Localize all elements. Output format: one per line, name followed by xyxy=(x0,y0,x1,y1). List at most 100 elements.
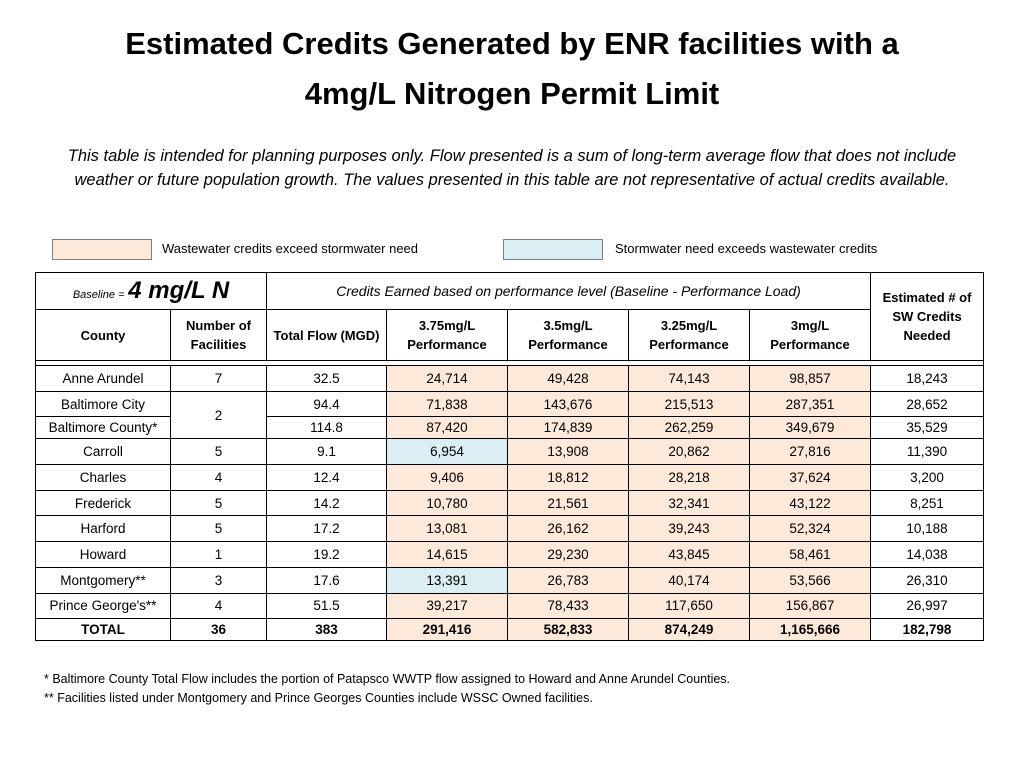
group-header: Credits Earned based on performance leve… xyxy=(265,272,872,310)
credits: 87,420 xyxy=(386,416,508,440)
needed: 18,243 xyxy=(870,365,985,392)
credits: 37,624 xyxy=(748,464,872,491)
credits: 58,461 xyxy=(748,541,872,568)
needed: 35,529 xyxy=(870,416,985,440)
needed: 8,251 xyxy=(870,489,985,517)
needed: 26,997 xyxy=(870,592,985,620)
credits: 71,838 xyxy=(386,390,508,418)
credits: 53,566 xyxy=(748,566,872,594)
facilities: 5 xyxy=(170,489,267,517)
legend-swatch xyxy=(52,239,152,260)
credits: 13,908 xyxy=(507,438,629,466)
facilities: 5 xyxy=(170,438,267,466)
legend-label: Wastewater credits exceed stormwater nee… xyxy=(162,241,419,256)
credits: 24,714 xyxy=(386,365,508,392)
credits: 117,650 xyxy=(628,592,750,620)
table-row: Prince George's** 4 51.5 39,217 78,433 117,65… xyxy=(35,592,985,620)
credits: 74,143 xyxy=(628,365,750,392)
needed: 26,310 xyxy=(870,566,985,594)
credits: 582,833 xyxy=(507,618,629,642)
credits: 13,391 xyxy=(386,566,508,594)
flow: 9.1 xyxy=(266,438,387,466)
table-row: Charles 4 12.4 9,406 18,812 28,218 37,624 3,200 xyxy=(35,464,985,491)
facilities: 5 xyxy=(170,515,267,543)
credits: 28,218 xyxy=(628,464,750,491)
baseline-value: 4 mg/L N xyxy=(128,277,230,304)
credits: 29,230 xyxy=(507,541,629,568)
county: Harford xyxy=(35,515,171,543)
needed: 14,038 xyxy=(870,541,985,568)
credits: 43,122 xyxy=(748,489,872,517)
credits: 26,162 xyxy=(507,515,629,543)
baseline-label: Baseline = xyxy=(72,289,125,301)
credits: 39,217 xyxy=(386,592,508,620)
baseline-cell: Baseline = 4 mg/L N xyxy=(35,272,267,310)
credits: 291,416 xyxy=(386,618,508,642)
needed: 182,798 xyxy=(870,618,985,642)
facilities: 2 xyxy=(170,390,267,440)
table-row: TOTAL 36 383 291,416 582,833 874,249 1,165,666… xyxy=(35,618,985,642)
table-row: Harford 5 17.2 13,081 26,162 39,243 52,324 10,1… xyxy=(35,515,985,543)
flow: 114.8 xyxy=(266,416,387,440)
column-header: 3.5mg/L Performance xyxy=(507,309,629,361)
county: Baltimore County* xyxy=(35,416,171,440)
credits: 14,615 xyxy=(386,541,508,568)
column-header: County xyxy=(35,309,171,361)
county: Montgomery** xyxy=(35,566,171,594)
table-row: Baltimore County* 114.8 87,420 174,839 262,2… xyxy=(35,416,985,440)
credits: 21,561 xyxy=(507,489,629,517)
flow: 14.2 xyxy=(266,489,387,517)
column-header: 3mg/L Performance xyxy=(748,309,872,361)
needed: 28,652 xyxy=(870,390,985,418)
column-header: 3.25mg/L Performance xyxy=(628,309,750,361)
credits: 156,867 xyxy=(748,592,872,620)
facilities: 36 xyxy=(170,618,267,642)
facilities: 4 xyxy=(170,464,267,491)
credits: 874,249 xyxy=(628,618,750,642)
credits: 262,259 xyxy=(628,416,750,440)
credits: 52,324 xyxy=(748,515,872,543)
needed: 10,188 xyxy=(870,515,985,543)
credits: 143,676 xyxy=(507,390,629,418)
credits: 43,845 xyxy=(628,541,750,568)
county: Anne Arundel xyxy=(35,365,171,392)
credits: 174,839 xyxy=(507,416,629,440)
credits: 26,783 xyxy=(507,566,629,594)
credits: 6,954 xyxy=(386,438,508,466)
credits: 10,780 xyxy=(386,489,508,517)
county: Baltimore City xyxy=(35,390,171,418)
credits: 215,513 xyxy=(628,390,750,418)
table-row: Baltimore City 2 94.4 71,838 143,676 215,513 2… xyxy=(35,390,985,440)
legend-swatch xyxy=(503,239,603,260)
table-row: Howard 1 19.2 14,615 29,230 43,845 58,461 14,03… xyxy=(35,541,985,568)
flow: 51.5 xyxy=(266,592,387,620)
flow: 94.4 xyxy=(266,390,387,418)
credits: 49,428 xyxy=(507,365,629,392)
credits: 20,862 xyxy=(628,438,750,466)
flow: 12.4 xyxy=(266,464,387,491)
credits: 27,816 xyxy=(748,438,872,466)
facilities: 7 xyxy=(170,365,267,392)
flow: 17.2 xyxy=(266,515,387,543)
facilities: 4 xyxy=(170,592,267,620)
credits: 98,857 xyxy=(748,365,872,392)
table-row: Frederick 5 14.2 10,780 21,561 32,341 43,122 8,… xyxy=(35,489,985,517)
credits: 39,243 xyxy=(628,515,750,543)
table-row: Montgomery** 3 17.6 13,391 26,783 40,174 53,56… xyxy=(35,566,985,594)
county: Carroll xyxy=(35,438,171,466)
table-row: Carroll 5 9.1 6,954 13,908 20,862 27,816 11,390 xyxy=(35,438,985,466)
credits: 287,351 xyxy=(748,390,872,418)
credits: 32,341 xyxy=(628,489,750,517)
credits: 9,406 xyxy=(386,464,508,491)
credits: 18,812 xyxy=(507,464,629,491)
title: 4mg/L Nitrogen Permit Limit xyxy=(304,76,720,111)
column-header: 3.75mg/L Performance xyxy=(386,309,508,361)
county: Frederick xyxy=(35,489,171,517)
footnote: * Baltimore County Total Flow includes t… xyxy=(44,672,731,686)
table-row: Anne Arundel 7 32.5 24,714 49,428 74,143 98,85… xyxy=(35,365,985,392)
credits: 40,174 xyxy=(628,566,750,594)
facilities: 3 xyxy=(170,566,267,594)
needed: 11,390 xyxy=(870,438,985,466)
county: TOTAL xyxy=(35,618,171,642)
needed: 3,200 xyxy=(870,464,985,491)
